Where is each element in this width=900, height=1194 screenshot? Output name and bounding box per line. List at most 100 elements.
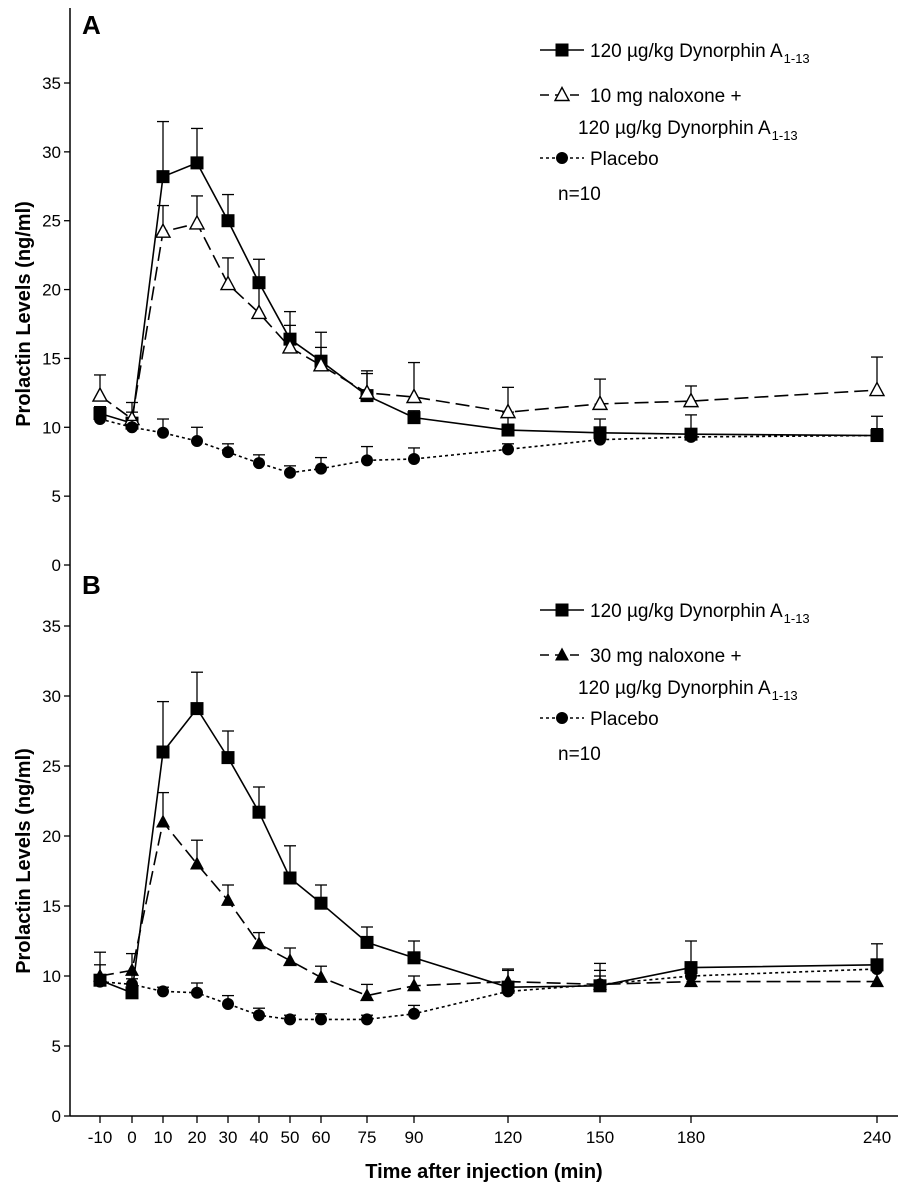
legend-label-line2: 120 µg/kg Dynorphin A xyxy=(578,678,771,699)
data-point xyxy=(91,386,109,402)
x-tick-label: 120 xyxy=(494,1128,522,1147)
data-point xyxy=(221,214,235,228)
data-point xyxy=(190,856,204,870)
y-tick-label: 0 xyxy=(52,1107,61,1126)
x-tick-label: 10 xyxy=(154,1128,173,1147)
data-point xyxy=(219,275,237,291)
data-point xyxy=(502,985,514,998)
data-point xyxy=(126,978,138,991)
legend-label: 10 mg naloxone + xyxy=(590,86,742,107)
legend-label: 120 µg/kg Dynorphin A xyxy=(590,601,783,622)
series-2 xyxy=(93,791,884,1002)
data-point xyxy=(253,457,265,470)
data-point xyxy=(283,871,297,885)
series-line xyxy=(99,820,877,997)
data-point xyxy=(408,452,420,465)
x-tick-label: 0 xyxy=(127,1128,136,1147)
data-point xyxy=(191,435,203,448)
x-axis-title: Time after injection (min) xyxy=(365,1161,602,1183)
data-point xyxy=(685,970,697,982)
legend-subscript: 1-13 xyxy=(784,51,810,66)
x-tick-label: -10 xyxy=(88,1128,113,1147)
data-point xyxy=(156,170,170,184)
data-point xyxy=(94,413,106,426)
data-point xyxy=(190,702,204,716)
data-point xyxy=(253,1009,265,1022)
data-point xyxy=(283,953,297,967)
legend-marker xyxy=(556,152,568,164)
x-tick-label: 150 xyxy=(586,1128,614,1147)
data-point xyxy=(870,974,884,988)
series-1 xyxy=(93,120,884,443)
data-point xyxy=(252,936,266,950)
data-point xyxy=(315,462,327,475)
legend-marker xyxy=(553,86,571,102)
data-point xyxy=(314,896,328,910)
x-tick-label: 40 xyxy=(250,1128,269,1147)
data-point xyxy=(281,338,299,354)
panel-letter: A xyxy=(82,10,101,40)
data-point xyxy=(405,388,423,404)
data-point xyxy=(871,963,883,975)
x-tick-label: 20 xyxy=(188,1128,207,1147)
series-line xyxy=(99,418,878,474)
legend-marker xyxy=(555,43,569,57)
data-point xyxy=(314,969,328,983)
data-point xyxy=(222,998,234,1010)
series-3 xyxy=(94,961,883,1026)
x-tick-label: 60 xyxy=(312,1128,331,1147)
data-point xyxy=(360,988,374,1002)
y-tick-label: 0 xyxy=(52,556,61,575)
series-1 xyxy=(93,671,884,1000)
y-tick-label: 20 xyxy=(42,281,61,300)
data-point xyxy=(154,222,172,238)
n-label: n=10 xyxy=(558,744,601,765)
y-tick-label: 15 xyxy=(42,349,61,368)
data-point xyxy=(125,962,139,976)
y-tick-label: 5 xyxy=(52,1037,61,1056)
x-tick-label: 240 xyxy=(863,1128,891,1147)
data-point xyxy=(252,276,266,290)
data-point xyxy=(190,156,204,170)
y-tick-label: 30 xyxy=(42,143,61,162)
legend-marker xyxy=(555,647,569,661)
series-2 xyxy=(91,195,886,426)
panel-a: 0 5 10 15 20 25 30 35 A Prolactin Levels (ng/ml) 1… xyxy=(13,8,886,575)
series-line xyxy=(99,968,878,1021)
panel-b: 0 5 10 15 20 25 30 35 B Prolactin Levels (ng/ml) -… xyxy=(13,565,898,1183)
data-point xyxy=(685,430,697,443)
data-point xyxy=(94,975,106,988)
data-point xyxy=(361,454,373,467)
data-point xyxy=(221,751,235,765)
data-point xyxy=(682,392,700,408)
data-point xyxy=(407,411,421,425)
x-tick-label: 75 xyxy=(358,1128,377,1147)
x-tick-label: 30 xyxy=(219,1128,238,1147)
series-line xyxy=(99,222,878,421)
y-tick-label: 30 xyxy=(42,687,61,706)
y-tick-label: 15 xyxy=(42,897,61,916)
y-tick-label: 35 xyxy=(42,74,61,93)
data-point xyxy=(221,892,235,906)
x-tick-label: 180 xyxy=(677,1128,705,1147)
data-point xyxy=(361,1013,373,1026)
legend-label: Placebo xyxy=(590,149,659,170)
legend-label: 120 µg/kg Dynorphin A xyxy=(590,41,783,62)
data-point xyxy=(501,423,515,437)
data-point xyxy=(871,429,883,442)
data-point xyxy=(284,466,296,479)
y-axis-title: Prolactin Levels (ng/ml) xyxy=(13,201,35,427)
legend-subscript: 1-13 xyxy=(772,128,798,143)
data-point xyxy=(222,446,234,459)
series-line xyxy=(99,707,878,994)
legend-subscript: 1-13 xyxy=(784,611,810,626)
data-point xyxy=(358,383,376,400)
data-point xyxy=(315,1013,327,1026)
data-point xyxy=(250,304,268,320)
x-tick-label: 90 xyxy=(405,1128,424,1147)
y-tick-label: 35 xyxy=(42,617,61,636)
